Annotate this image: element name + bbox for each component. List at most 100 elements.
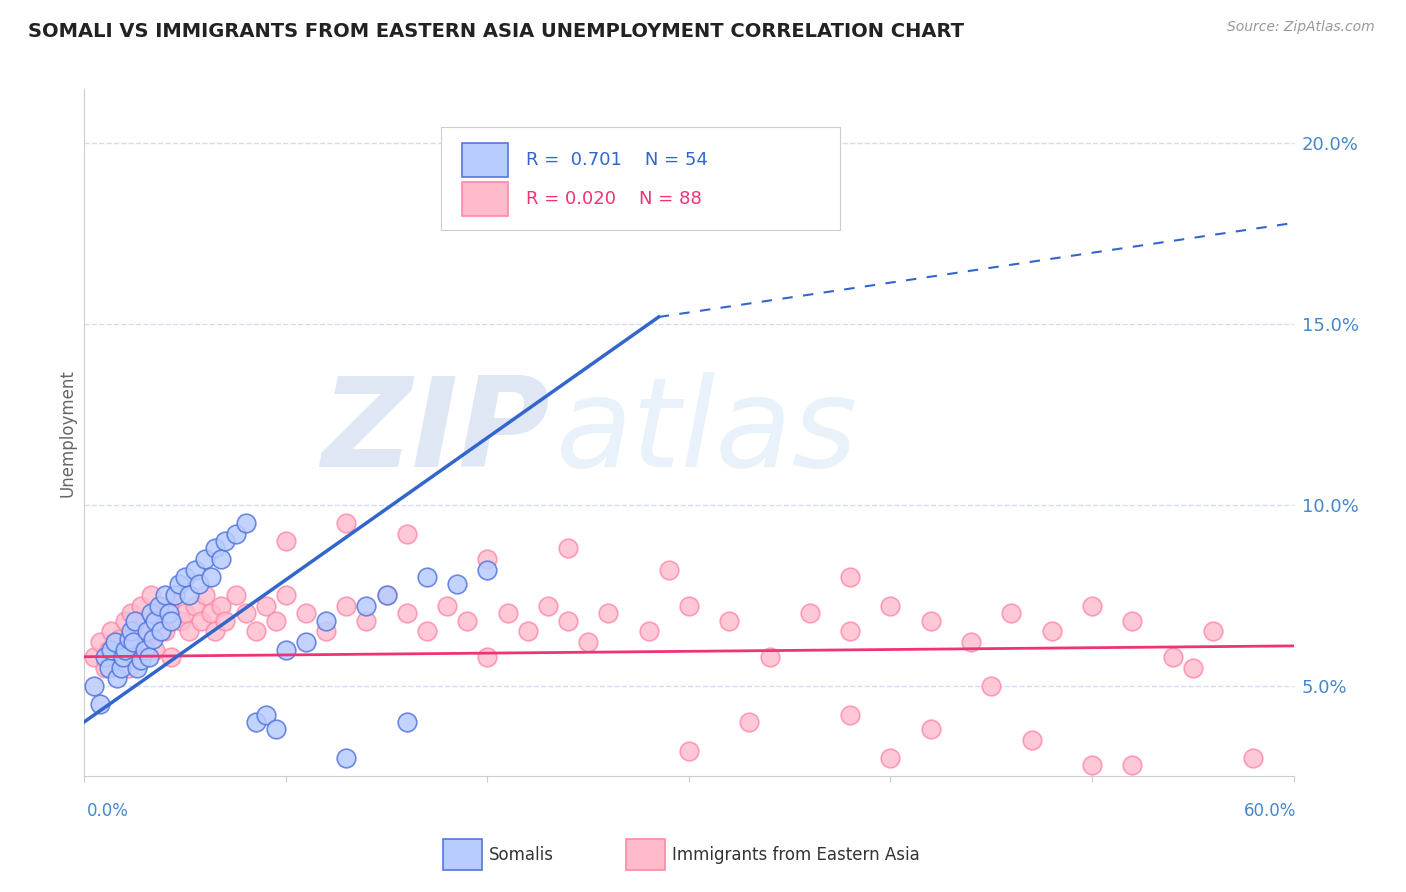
Point: [93, 660, 115, 674]
Point: [165, 588, 187, 602]
Point: [416, 624, 439, 639]
Point: [138, 614, 160, 628]
Point: [245, 624, 267, 639]
Point: [134, 642, 156, 657]
Point: [395, 526, 418, 541]
Point: [104, 635, 127, 649]
Point: [557, 541, 579, 556]
Point: [214, 614, 236, 628]
Point: [920, 614, 942, 628]
Text: R =  0.701    N = 54: R = 0.701 N = 54: [526, 151, 707, 169]
Point: [97, 642, 120, 657]
Point: [356, 614, 378, 628]
Point: [120, 607, 142, 621]
Point: [135, 624, 157, 639]
Text: Somalis: Somalis: [489, 846, 554, 863]
Point: [118, 632, 141, 646]
Point: [118, 660, 141, 674]
Point: [129, 599, 152, 614]
Point: [1081, 599, 1104, 614]
Point: [170, 614, 193, 628]
Point: [879, 599, 901, 614]
Point: [375, 588, 398, 602]
Point: [134, 632, 156, 646]
Point: [477, 649, 499, 664]
Point: [142, 632, 165, 646]
Point: [254, 707, 277, 722]
Point: [637, 624, 659, 639]
Point: [375, 588, 398, 602]
Point: [184, 563, 207, 577]
Point: [1181, 660, 1204, 674]
Point: [1121, 758, 1143, 772]
Point: [120, 624, 142, 639]
Point: [89, 697, 111, 711]
Point: [245, 714, 267, 729]
Point: [111, 642, 134, 657]
Point: [1161, 649, 1184, 664]
Point: [125, 660, 148, 674]
Point: [214, 534, 236, 549]
Bar: [461, 182, 508, 216]
Point: [157, 607, 180, 621]
Point: [799, 607, 821, 621]
Point: [598, 607, 620, 621]
Text: ZIP: ZIP: [321, 372, 550, 493]
Point: [129, 653, 152, 667]
Point: [1021, 732, 1043, 747]
Point: [209, 552, 232, 566]
Point: [960, 635, 983, 649]
Point: [93, 649, 115, 664]
Point: [200, 570, 222, 584]
Point: [839, 707, 862, 722]
Point: [148, 599, 170, 614]
Point: [124, 624, 146, 639]
Point: [138, 649, 160, 664]
Point: [1121, 614, 1143, 628]
Text: 0.0%: 0.0%: [87, 802, 129, 820]
Point: [111, 649, 134, 664]
Point: [125, 649, 148, 664]
Point: [980, 679, 1002, 693]
Point: [1081, 758, 1104, 772]
Point: [225, 526, 247, 541]
Point: [204, 624, 226, 639]
Point: [1241, 751, 1264, 765]
Point: [194, 588, 217, 602]
Y-axis label: Unemployment: Unemployment: [58, 368, 76, 497]
Point: [738, 714, 761, 729]
Point: [416, 570, 439, 584]
Point: [160, 649, 183, 664]
Point: [174, 607, 197, 621]
Point: [209, 599, 232, 614]
Point: [477, 552, 499, 566]
Point: [184, 599, 207, 614]
FancyBboxPatch shape: [441, 127, 841, 230]
Point: [124, 614, 146, 628]
Point: [254, 599, 277, 614]
Point: [148, 607, 170, 621]
Point: [516, 624, 538, 639]
Point: [1202, 624, 1225, 639]
Point: [335, 516, 357, 530]
Point: [395, 607, 418, 621]
Point: [200, 607, 222, 621]
Point: [335, 599, 357, 614]
Point: [557, 614, 579, 628]
Point: [264, 722, 287, 736]
Bar: [461, 143, 508, 178]
Text: Immigrants from Eastern Asia: Immigrants from Eastern Asia: [672, 846, 920, 863]
Text: atlas: atlas: [555, 372, 858, 493]
Point: [315, 624, 337, 639]
Point: [274, 642, 297, 657]
Point: [160, 614, 183, 628]
Text: 60.0%: 60.0%: [1244, 802, 1296, 820]
Point: [179, 588, 201, 602]
Point: [235, 516, 257, 530]
Point: [194, 552, 217, 566]
Point: [204, 541, 226, 556]
Point: [274, 588, 297, 602]
Point: [537, 599, 560, 614]
Point: [167, 577, 190, 591]
Point: [436, 599, 458, 614]
